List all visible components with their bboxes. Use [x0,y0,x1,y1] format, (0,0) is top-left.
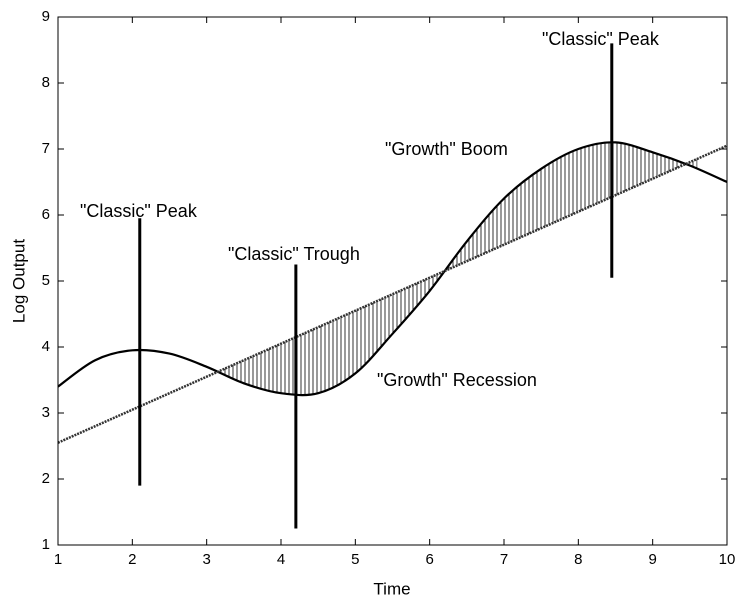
x-tick-label: 9 [648,551,656,568]
plot-area [58,43,727,529]
y-tick-label: 9 [42,8,50,25]
x-tick-label: 4 [277,551,285,568]
x-tick-label: 3 [202,551,210,568]
series-line [58,141,727,397]
hatch-area [221,142,698,396]
annotation: "Growth" Boom [385,139,508,159]
y-tick-label: 6 [42,206,50,223]
x-tick-label: 2 [128,551,136,568]
y-tick-label: 4 [42,338,50,355]
y-tick-label: 7 [42,140,50,157]
annotation: "Classic" Trough [228,244,360,264]
series-line [58,144,727,444]
y-axis-label: Log Output [9,239,28,323]
y-tick-label: 5 [42,272,50,289]
x-tick-label: 7 [500,551,508,568]
y-tick-label: 8 [42,74,50,91]
y-tick-label: 1 [42,536,50,553]
annotation: "Growth" Recession [377,370,537,390]
annotation: "Classic" Peak [542,29,660,49]
axes-box [57,16,728,546]
x-tick-label: 8 [574,551,582,568]
y-tick-label: 2 [42,470,50,487]
x-tick-label: 1 [54,551,62,568]
x-tick-label: 5 [351,551,359,568]
y-tick-label: 3 [42,404,50,421]
x-tick-label: 10 [719,551,736,568]
annotation: "Classic" Peak [80,201,198,221]
x-tick-label: 6 [425,551,433,568]
x-axis-label: Time [373,579,410,598]
